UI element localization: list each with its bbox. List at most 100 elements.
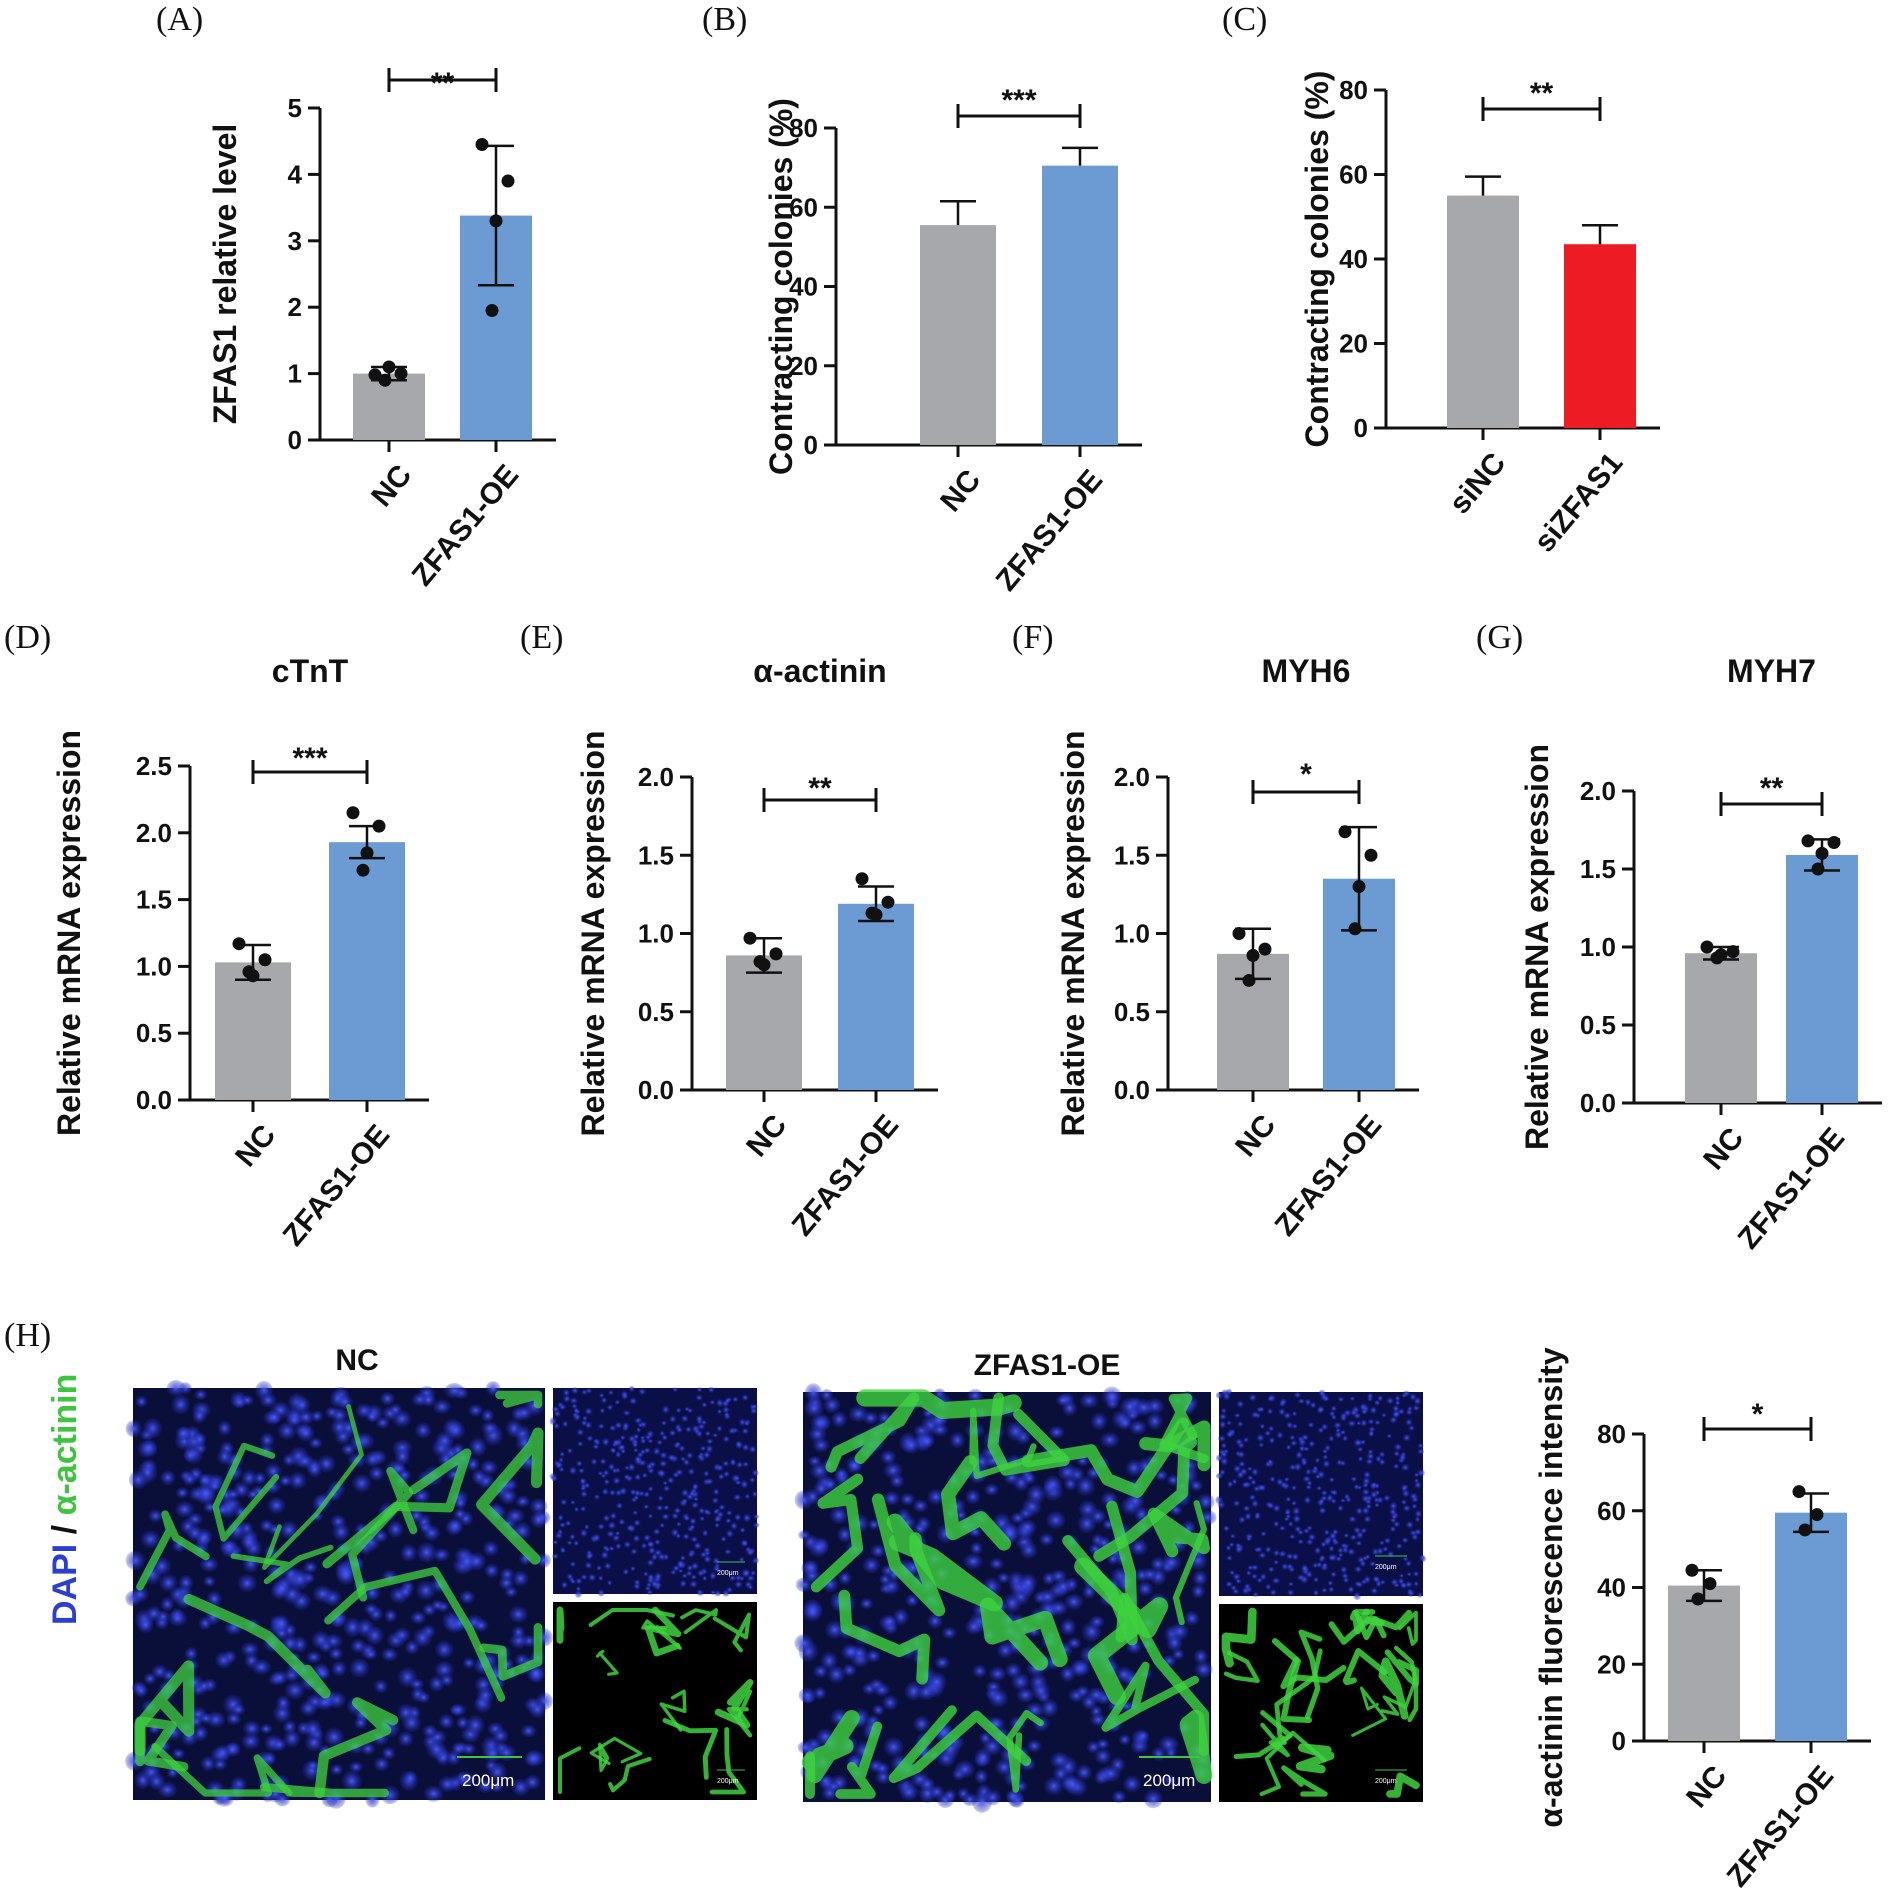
nucleus bbox=[984, 1483, 1000, 1496]
y-tick-label: 80 bbox=[1597, 1419, 1626, 1449]
nucleus bbox=[1331, 1414, 1337, 1421]
bar bbox=[838, 903, 914, 1090]
nucleus bbox=[646, 1589, 653, 1596]
actinin-fiber bbox=[1280, 1656, 1347, 1690]
nucleus bbox=[722, 1589, 730, 1597]
actinin-fiber bbox=[324, 1566, 506, 1702]
nucleus bbox=[667, 1454, 676, 1462]
nucleus bbox=[160, 1469, 176, 1486]
nucleus bbox=[1374, 1399, 1381, 1406]
actinin-fiber bbox=[1260, 1722, 1290, 1758]
nucleus bbox=[1286, 1444, 1292, 1451]
y-axis-label: Contracting colonies (%) bbox=[763, 98, 799, 475]
nucleus bbox=[435, 1640, 454, 1659]
nucleus bbox=[1247, 1475, 1254, 1481]
scale-bar-label-oe: 200μm bbox=[1143, 1771, 1195, 1790]
nucleus bbox=[697, 1569, 705, 1577]
nucleus bbox=[1258, 1406, 1265, 1413]
nucleus bbox=[512, 1570, 529, 1587]
nucleus bbox=[1392, 1410, 1400, 1419]
y-axis-label: Contracting colonies (%) bbox=[1299, 71, 1335, 448]
nucleus bbox=[988, 1688, 1008, 1708]
nucleus bbox=[1234, 1412, 1241, 1418]
nucleus bbox=[1278, 1550, 1287, 1558]
nucleus bbox=[520, 1724, 537, 1738]
nucleus bbox=[1292, 1506, 1301, 1516]
nucleus bbox=[1392, 1404, 1400, 1413]
data-point bbox=[368, 368, 382, 382]
chart-title: MYH7 bbox=[1727, 653, 1816, 689]
nucleus bbox=[1220, 1457, 1229, 1466]
nucleus bbox=[1219, 1420, 1227, 1429]
nucleus bbox=[1400, 1484, 1408, 1492]
nucleus bbox=[1353, 1412, 1362, 1419]
nucleus bbox=[354, 1716, 368, 1730]
nucleus bbox=[661, 1405, 670, 1414]
nucleus bbox=[148, 1509, 163, 1523]
nucleus bbox=[965, 1619, 983, 1635]
nucleus bbox=[612, 1477, 621, 1485]
nucleus bbox=[137, 1616, 154, 1634]
nucleus bbox=[804, 1399, 825, 1418]
nucleus bbox=[1251, 1573, 1258, 1580]
nucleus bbox=[883, 1615, 897, 1628]
nucleus bbox=[1376, 1547, 1384, 1555]
nucleus bbox=[1026, 1484, 1046, 1505]
nucleus bbox=[1284, 1476, 1290, 1482]
nucleus bbox=[812, 1437, 830, 1453]
nucleus bbox=[676, 1407, 682, 1414]
nucleus bbox=[751, 1404, 758, 1409]
nucleus bbox=[650, 1579, 659, 1588]
bar bbox=[1685, 953, 1757, 1103]
nucleus bbox=[1258, 1442, 1265, 1448]
data-point bbox=[242, 965, 256, 979]
data-point bbox=[769, 947, 783, 961]
nucleus bbox=[580, 1574, 588, 1581]
nucleus bbox=[1268, 1566, 1275, 1573]
y-tick-label: 2.0 bbox=[1114, 762, 1150, 792]
nucleus bbox=[627, 1463, 636, 1472]
nucleus bbox=[1166, 1634, 1183, 1652]
nucleus bbox=[398, 1585, 413, 1599]
y-axis-label: Relative mRNA expression bbox=[1519, 744, 1555, 1150]
nucleus bbox=[1031, 1682, 1051, 1700]
actinin-fiber bbox=[1378, 1657, 1409, 1720]
nucleus bbox=[703, 1451, 711, 1459]
nucleus bbox=[288, 1471, 307, 1490]
significance-label: ** bbox=[1760, 772, 1784, 805]
nucleus bbox=[414, 1422, 432, 1439]
nucleus bbox=[753, 1522, 760, 1528]
nucleus bbox=[1305, 1468, 1312, 1476]
nucleus bbox=[1360, 1408, 1368, 1415]
nucleus bbox=[1288, 1581, 1294, 1587]
nucleus bbox=[729, 1458, 736, 1466]
data-point bbox=[1685, 1563, 1699, 1577]
nucleus bbox=[1223, 1525, 1230, 1532]
nucleus bbox=[640, 1437, 647, 1444]
y-tick-label: 1.0 bbox=[1580, 932, 1616, 962]
actinin-fiber bbox=[1328, 1609, 1413, 1645]
chart-c: Contracting colonies (%) 0 20 40 60 80 siNC siZ… bbox=[1299, 71, 1660, 559]
data-point bbox=[1827, 835, 1841, 849]
nucleus bbox=[868, 1519, 881, 1530]
nucleus bbox=[1361, 1494, 1370, 1503]
nucleus bbox=[848, 1405, 868, 1423]
nucleus bbox=[741, 1394, 749, 1402]
nucleus bbox=[643, 1571, 649, 1577]
nucleus bbox=[1366, 1452, 1375, 1460]
nucleus bbox=[678, 1568, 684, 1574]
nucleus bbox=[584, 1524, 590, 1530]
nucleus bbox=[505, 1508, 525, 1524]
nucleus bbox=[648, 1546, 656, 1555]
nucleus bbox=[1328, 1477, 1335, 1483]
nucleus bbox=[1363, 1471, 1371, 1479]
nucleus bbox=[794, 1634, 814, 1653]
nucleus bbox=[278, 1474, 292, 1487]
nucleus bbox=[530, 1511, 547, 1529]
nucleus bbox=[497, 1744, 516, 1762]
nucleus bbox=[560, 1499, 568, 1506]
actinin-fiber bbox=[1147, 1507, 1211, 1558]
scale-bar-label-oe-actinin: 200μm bbox=[1375, 1778, 1397, 1785]
bar bbox=[920, 225, 996, 445]
nucleus bbox=[1364, 1554, 1371, 1560]
